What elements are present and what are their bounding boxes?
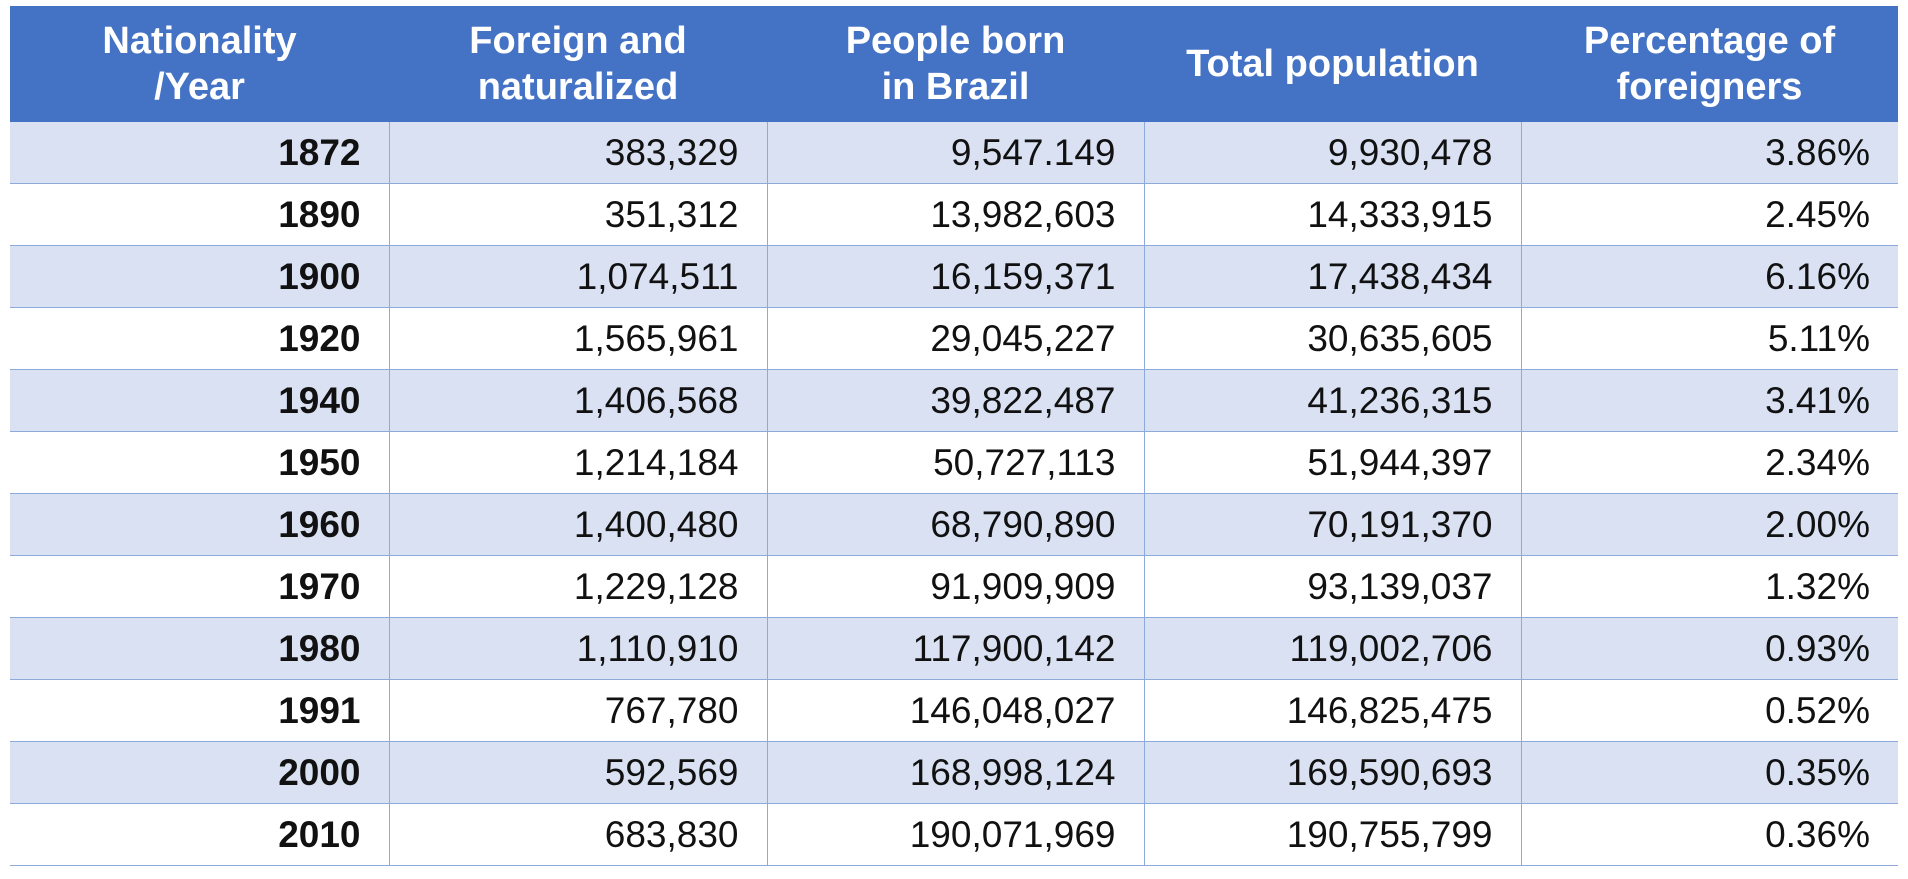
year-cell: 1950 bbox=[10, 431, 390, 494]
foreign-and-naturalized-cell: 1,565,961 bbox=[389, 307, 768, 370]
total-population-cell: 146,825,475 bbox=[1144, 679, 1522, 742]
table-row: 2010 683,830 190,071,969 190,755,799 0.36% bbox=[10, 803, 1898, 866]
born-in-brazil-cell: 146,048,027 bbox=[767, 679, 1145, 742]
total-population-cell: 41,236,315 bbox=[1144, 369, 1522, 432]
table-row: 1872 383,329 9,547.149 9,930,478 3.86% bbox=[10, 122, 1898, 184]
column-header-foreign-and-naturalized: Foreign and naturalized bbox=[389, 6, 767, 122]
total-population-cell: 169,590,693 bbox=[1144, 741, 1522, 804]
table-container: Nationality /Year Foreign and naturalize… bbox=[10, 6, 1898, 866]
foreign-and-naturalized-cell: 1,110,910 bbox=[389, 617, 768, 680]
born-in-brazil-cell: 29,045,227 bbox=[767, 307, 1145, 370]
year-cell: 1970 bbox=[10, 555, 390, 618]
total-population-cell: 190,755,799 bbox=[1144, 803, 1522, 866]
born-in-brazil-cell: 13,982,603 bbox=[767, 183, 1145, 246]
born-in-brazil-cell: 190,071,969 bbox=[767, 803, 1145, 866]
born-in-brazil-cell: 39,822,487 bbox=[767, 369, 1145, 432]
table-row: 1980 1,110,910 117,900,142 119,002,706 0.93% bbox=[10, 617, 1898, 680]
table-body: 1872 383,329 9,547.149 9,930,478 3.86% 1890 35… bbox=[10, 122, 1898, 866]
table-row: 1950 1,214,184 50,727,113 51,944,397 2.34% bbox=[10, 431, 1898, 494]
foreign-and-naturalized-cell: 767,780 bbox=[389, 679, 768, 742]
foreign-and-naturalized-cell: 1,229,128 bbox=[389, 555, 768, 618]
percentage-foreigners-cell: 0.35% bbox=[1521, 741, 1898, 804]
column-header-nationality-year: Nationality /Year bbox=[10, 6, 389, 122]
percentage-foreigners-cell: 6.16% bbox=[1521, 245, 1898, 308]
foreign-and-naturalized-cell: 383,329 bbox=[389, 122, 768, 184]
year-cell: 1980 bbox=[10, 617, 390, 680]
born-in-brazil-cell: 117,900,142 bbox=[767, 617, 1145, 680]
born-in-brazil-cell: 168,998,124 bbox=[767, 741, 1145, 804]
percentage-foreigners-cell: 1.32% bbox=[1521, 555, 1898, 618]
percentage-foreigners-cell: 0.52% bbox=[1521, 679, 1898, 742]
foreign-and-naturalized-cell: 683,830 bbox=[389, 803, 768, 866]
born-in-brazil-cell: 68,790,890 bbox=[767, 493, 1145, 556]
percentage-foreigners-cell: 2.34% bbox=[1521, 431, 1898, 494]
table-row: 1900 1,074,511 16,159,371 17,438,434 6.16% bbox=[10, 245, 1898, 308]
total-population-cell: 119,002,706 bbox=[1144, 617, 1522, 680]
percentage-foreigners-cell: 2.00% bbox=[1521, 493, 1898, 556]
total-population-cell: 14,333,915 bbox=[1144, 183, 1522, 246]
table-row: 1960 1,400,480 68,790,890 70,191,370 2.00% bbox=[10, 493, 1898, 556]
percentage-foreigners-cell: 0.36% bbox=[1521, 803, 1898, 866]
total-population-cell: 17,438,434 bbox=[1144, 245, 1522, 308]
foreign-and-naturalized-cell: 1,214,184 bbox=[389, 431, 768, 494]
column-header-percentage-of-foreigners: Percentage of foreigners bbox=[1521, 6, 1898, 122]
foreign-and-naturalized-cell: 1,406,568 bbox=[389, 369, 768, 432]
year-cell: 1900 bbox=[10, 245, 390, 308]
column-header-total-population: Total population bbox=[1144, 6, 1521, 122]
table-row: 1940 1,406,568 39,822,487 41,236,315 3.41% bbox=[10, 369, 1898, 432]
percentage-foreigners-cell: 3.41% bbox=[1521, 369, 1898, 432]
born-in-brazil-cell: 50,727,113 bbox=[767, 431, 1145, 494]
year-cell: 1991 bbox=[10, 679, 390, 742]
table-row: 1890 351,312 13,982,603 14,333,915 2.45% bbox=[10, 183, 1898, 246]
year-cell: 1960 bbox=[10, 493, 390, 556]
percentage-foreigners-cell: 2.45% bbox=[1521, 183, 1898, 246]
header-row: Nationality /Year Foreign and naturalize… bbox=[10, 6, 1898, 122]
table-row: 1991 767,780 146,048,027 146,825,475 0.52% bbox=[10, 679, 1898, 742]
total-population-cell: 30,635,605 bbox=[1144, 307, 1522, 370]
foreign-and-naturalized-cell: 592,569 bbox=[389, 741, 768, 804]
table-header: Nationality /Year Foreign and naturalize… bbox=[10, 6, 1898, 122]
percentage-foreigners-cell: 0.93% bbox=[1521, 617, 1898, 680]
total-population-cell: 51,944,397 bbox=[1144, 431, 1522, 494]
year-cell: 1890 bbox=[10, 183, 390, 246]
year-cell: 2000 bbox=[10, 741, 390, 804]
population-table: Nationality /Year Foreign and naturalize… bbox=[10, 6, 1898, 866]
foreign-and-naturalized-cell: 1,074,511 bbox=[389, 245, 768, 308]
born-in-brazil-cell: 9,547.149 bbox=[767, 122, 1145, 184]
table-row: 2000 592,569 168,998,124 169,590,693 0.35% bbox=[10, 741, 1898, 804]
table-row: 1920 1,565,961 29,045,227 30,635,605 5.11% bbox=[10, 307, 1898, 370]
total-population-cell: 9,930,478 bbox=[1144, 122, 1522, 184]
year-cell: 1872 bbox=[10, 122, 390, 184]
column-header-people-born-in-brazil: People born in Brazil bbox=[767, 6, 1144, 122]
foreign-and-naturalized-cell: 1,400,480 bbox=[389, 493, 768, 556]
born-in-brazil-cell: 91,909,909 bbox=[767, 555, 1145, 618]
year-cell: 1920 bbox=[10, 307, 390, 370]
year-cell: 1940 bbox=[10, 369, 390, 432]
born-in-brazil-cell: 16,159,371 bbox=[767, 245, 1145, 308]
foreign-and-naturalized-cell: 351,312 bbox=[389, 183, 768, 246]
percentage-foreigners-cell: 3.86% bbox=[1521, 122, 1898, 184]
table-row: 1970 1,229,128 91,909,909 93,139,037 1.32% bbox=[10, 555, 1898, 618]
year-cell: 2010 bbox=[10, 803, 390, 866]
total-population-cell: 93,139,037 bbox=[1144, 555, 1522, 618]
percentage-foreigners-cell: 5.11% bbox=[1521, 307, 1898, 370]
total-population-cell: 70,191,370 bbox=[1144, 493, 1522, 556]
